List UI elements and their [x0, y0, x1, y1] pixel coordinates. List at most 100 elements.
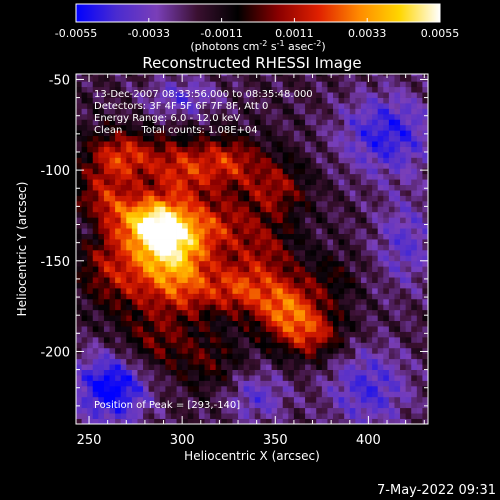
heatmap-cell: [310, 413, 317, 419]
heatmap-cell: [293, 385, 300, 392]
heatmap-cell: [405, 97, 412, 104]
heatmap-cell: [316, 157, 323, 164]
heatmap-cell: [193, 287, 200, 294]
heatmap-cell: [120, 375, 127, 381]
heatmap-cell: [210, 271, 217, 278]
heatmap-cell: [120, 81, 127, 88]
heatmap-cell: [165, 375, 172, 381]
heatmap-cell: [81, 391, 88, 398]
heatmap-cell: [299, 277, 306, 283]
heatmap-cell: [355, 364, 362, 370]
heatmap-cell: [76, 151, 82, 158]
heatmap-cell: [411, 113, 418, 120]
heatmap-cell: [193, 260, 200, 267]
heatmap-cell: [288, 266, 295, 273]
heatmap-cell: [366, 293, 373, 300]
heatmap-cell: [305, 97, 312, 104]
heatmap-cell: [159, 342, 166, 349]
heatmap-cell: [120, 249, 127, 256]
heatmap-cell: [416, 315, 423, 322]
heatmap-cell: [198, 206, 205, 213]
heatmap-cell: [137, 151, 144, 158]
heatmap-cell: [333, 217, 340, 224]
heatmap-cell: [215, 402, 222, 409]
heatmap-cell: [411, 184, 418, 191]
heatmap-cell: [366, 81, 373, 88]
heatmap-cell: [383, 86, 390, 93]
heatmap-cell: [305, 162, 312, 169]
heatmap-cell: [271, 391, 278, 398]
heatmap-cell: [249, 320, 256, 327]
heatmap-cell: [366, 396, 373, 403]
heatmap-cell: [360, 217, 367, 224]
heatmap-cell: [360, 130, 367, 137]
heatmap-cell: [299, 326, 306, 332]
heatmap-cell: [198, 217, 205, 224]
heatmap-cell: [349, 391, 356, 398]
heatmap-cell: [221, 119, 228, 126]
heatmap-cell: [366, 184, 373, 191]
heatmap-cell: [232, 206, 239, 213]
heatmap-cell: [333, 184, 340, 191]
heatmap-cell: [349, 326, 356, 332]
heatmap-cell: [400, 75, 407, 82]
heatmap-cell: [243, 108, 250, 115]
heatmap-cell: [366, 162, 373, 169]
heatmap-cell: [411, 157, 418, 164]
heatmap-cell: [344, 135, 351, 142]
heatmap-cell: [193, 309, 200, 316]
heatmap-cell: [137, 342, 144, 349]
heatmap-cell: [260, 92, 267, 98]
heatmap-cell: [87, 293, 94, 300]
heatmap-cell: [299, 347, 306, 354]
heatmap-cell: [137, 81, 144, 88]
heatmap-cell: [271, 277, 278, 283]
heatmap-cell: [159, 293, 166, 300]
heatmap-cell: [293, 342, 300, 349]
heatmap-cell: [344, 293, 351, 300]
heatmap-cell: [377, 200, 384, 207]
heatmap-cell: [238, 97, 245, 104]
heatmap-cell: [154, 331, 161, 338]
heatmap-cell: [143, 353, 150, 360]
heatmap-cell: [176, 271, 183, 278]
heatmap-cell: [366, 255, 373, 262]
heatmap-cell: [400, 184, 407, 191]
heatmap-cell: [355, 266, 362, 273]
heatmap-cell: [87, 190, 94, 196]
heatmap-cell: [109, 260, 116, 267]
heatmap-cell: [170, 179, 177, 186]
heatmap-cell: [98, 271, 105, 278]
heatmap-cell: [148, 74, 155, 77]
peak-position-label: Position of Peak = [293,-140]: [94, 400, 240, 411]
heatmap-cell: [143, 358, 150, 365]
heatmap-cell: [293, 260, 300, 267]
heatmap-cell: [238, 391, 245, 398]
heatmap-cell: [338, 74, 345, 77]
heatmap-cell: [92, 222, 99, 229]
heatmap-cell: [148, 353, 155, 360]
heatmap-cell: [355, 179, 362, 186]
heatmap-cell: [215, 119, 222, 126]
heatmap-cell: [81, 200, 88, 207]
heatmap-cell: [277, 277, 284, 283]
heatmap-cell: [271, 135, 278, 142]
heatmap-cell: [383, 396, 390, 403]
heatmap-cell: [327, 141, 334, 147]
heatmap-cell: [338, 385, 345, 392]
heatmap-cell: [405, 369, 412, 376]
heatmap-cell: [170, 402, 177, 409]
heatmap-cell: [293, 141, 300, 147]
heatmap-cell: [383, 358, 390, 365]
heatmap-cell: [327, 320, 334, 327]
heatmap-cell: [316, 402, 323, 409]
heatmap-cell: [299, 168, 306, 175]
heatmap-cell: [372, 119, 379, 126]
heatmap-cell: [103, 293, 110, 300]
heatmap-cell: [154, 108, 161, 115]
heatmap-cell: [249, 92, 256, 98]
heatmap-cell: [92, 81, 99, 88]
heatmap-cell: [87, 211, 94, 218]
heatmap-cell: [260, 211, 267, 218]
heatmap-cell: [282, 413, 289, 419]
